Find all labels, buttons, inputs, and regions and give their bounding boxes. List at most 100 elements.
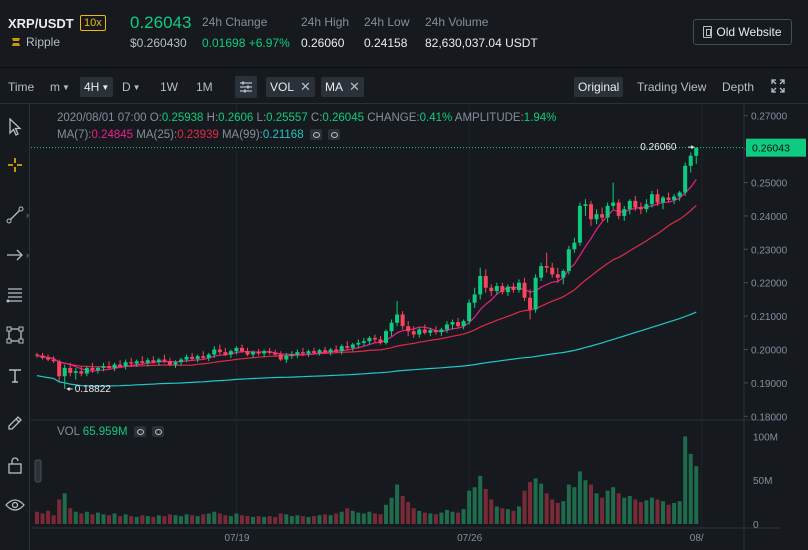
month-button[interactable]: 1M <box>196 80 213 94</box>
low-label: L: <box>256 112 267 124</box>
ohlc-legend: 2020/08/01 07:00 O:0.25938 H:0.2606 L:0.… <box>57 112 556 124</box>
volume-bar <box>190 515 195 524</box>
candle-body <box>461 321 466 327</box>
candle-body <box>62 367 67 377</box>
candle-body <box>616 202 621 216</box>
pencil-icon[interactable] <box>0 408 30 438</box>
stat-value-24h-change: 0.01698 +6.97% <box>202 36 290 50</box>
volume-bar <box>467 490 472 524</box>
collapse-handle[interactable] <box>34 459 42 483</box>
volume-bar <box>107 515 112 524</box>
candle-body <box>677 192 682 197</box>
candle-body <box>655 194 660 203</box>
price-tick-label: 0.23000 <box>751 245 788 256</box>
candle-body <box>583 204 588 206</box>
close-icon[interactable]: ✕ <box>349 79 360 94</box>
volume-bar <box>62 493 67 524</box>
candle-body <box>505 286 510 293</box>
candle-body <box>350 344 355 348</box>
volume-bar <box>323 514 328 524</box>
fibonacci-icon[interactable] <box>0 280 30 310</box>
chevron-right-icon[interactable]: › <box>26 250 29 260</box>
lock-icon[interactable] <box>0 450 30 480</box>
price-tick-label: 0.25000 <box>751 179 788 190</box>
minutes-dropdown[interactable]: m ▼ <box>50 77 70 97</box>
interval-4h-button[interactable]: 4H ▼ <box>80 77 114 97</box>
candle-body <box>494 286 499 292</box>
volume-bar <box>367 511 372 524</box>
candle-body <box>577 205 582 243</box>
volume-bar <box>256 516 261 524</box>
eye-icon[interactable] <box>133 426 146 438</box>
close-icon[interactable]: ✕ <box>300 79 311 94</box>
candle-body <box>51 359 56 362</box>
min-price-label: 0.18822 <box>75 384 112 395</box>
settings-icon[interactable] <box>151 426 164 438</box>
candlestick-chart[interactable]: 0.270000.260000.250000.240000.230000.220… <box>31 104 808 550</box>
settings-icon[interactable] <box>328 129 340 141</box>
ma25-label: MA(25): <box>136 129 178 141</box>
volume-bar <box>411 508 416 524</box>
volume-bar <box>123 514 128 524</box>
arrow-icon[interactable]: › <box>0 240 30 270</box>
fullscreen-icon[interactable] <box>771 79 785 98</box>
rectangle-icon[interactable] <box>0 320 30 350</box>
ma-indicator-chip[interactable]: MA ✕ <box>321 77 364 97</box>
vol-indicator-chip[interactable]: VOL ✕ <box>266 77 315 97</box>
cursor-icon[interactable] <box>0 112 30 142</box>
eye-icon[interactable] <box>0 490 30 520</box>
volume-bar <box>295 515 300 524</box>
candle-body <box>422 329 427 333</box>
candle-body <box>262 351 267 354</box>
volume-bar <box>145 516 150 524</box>
high-value: 0.2606 <box>218 112 254 124</box>
sliders-icon[interactable] <box>235 76 257 98</box>
max-arrow-head <box>691 145 695 150</box>
day-dropdown[interactable]: D ▼ <box>122 77 141 97</box>
volume-bar <box>666 504 671 524</box>
chevron-right-icon[interactable]: › <box>26 210 29 220</box>
candle-body <box>511 286 516 291</box>
volume-bar <box>395 484 400 524</box>
coin-name[interactable]: Ripple <box>26 35 61 49</box>
volume-bar <box>151 516 156 524</box>
volume-bar <box>156 515 161 524</box>
candle-body <box>239 347 244 352</box>
volume-bar <box>450 511 455 524</box>
candle-body <box>478 276 483 295</box>
volume-bar <box>184 514 189 524</box>
candle-body <box>594 214 599 220</box>
old-website-button[interactable]: Old Website <box>693 19 792 45</box>
vol-value: 65.959M <box>82 426 128 438</box>
ticker-header: XRP/USDT 10x Ripple 0.26043 $0.260430 24… <box>0 0 808 68</box>
trendline-icon[interactable]: › <box>0 200 30 230</box>
candle-body <box>245 351 250 355</box>
symbol-pair[interactable]: XRP/USDT <box>8 16 74 31</box>
eye-icon[interactable] <box>309 129 322 141</box>
time-label: Time <box>8 80 35 94</box>
candle-body <box>123 362 128 367</box>
drawing-tools: › › <box>0 104 30 550</box>
volume-bar <box>555 502 560 524</box>
week-button[interactable]: 1W <box>160 80 178 94</box>
text-icon[interactable] <box>0 360 30 390</box>
volume-bar <box>516 506 521 524</box>
candle-body <box>683 165 688 193</box>
ma99-value: 0.21168 <box>262 129 304 141</box>
tab-original[interactable]: Original <box>574 77 624 97</box>
tab-depth[interactable]: Depth <box>722 80 755 94</box>
candle-body <box>633 200 638 208</box>
crosshair-icon[interactable] <box>0 150 30 180</box>
high-label: H: <box>206 112 219 124</box>
volume-bar <box>500 508 505 524</box>
candle-body <box>638 207 643 210</box>
caret-down-icon: ▼ <box>132 82 141 92</box>
candle-body <box>73 371 78 373</box>
candle-body <box>688 155 693 166</box>
volume-bar <box>444 509 449 524</box>
candle-body <box>622 209 627 216</box>
candle-body <box>649 194 654 205</box>
tab-trading-view[interactable]: Trading View <box>637 80 707 94</box>
volume-bar <box>494 506 499 524</box>
volume-bar <box>339 511 344 524</box>
